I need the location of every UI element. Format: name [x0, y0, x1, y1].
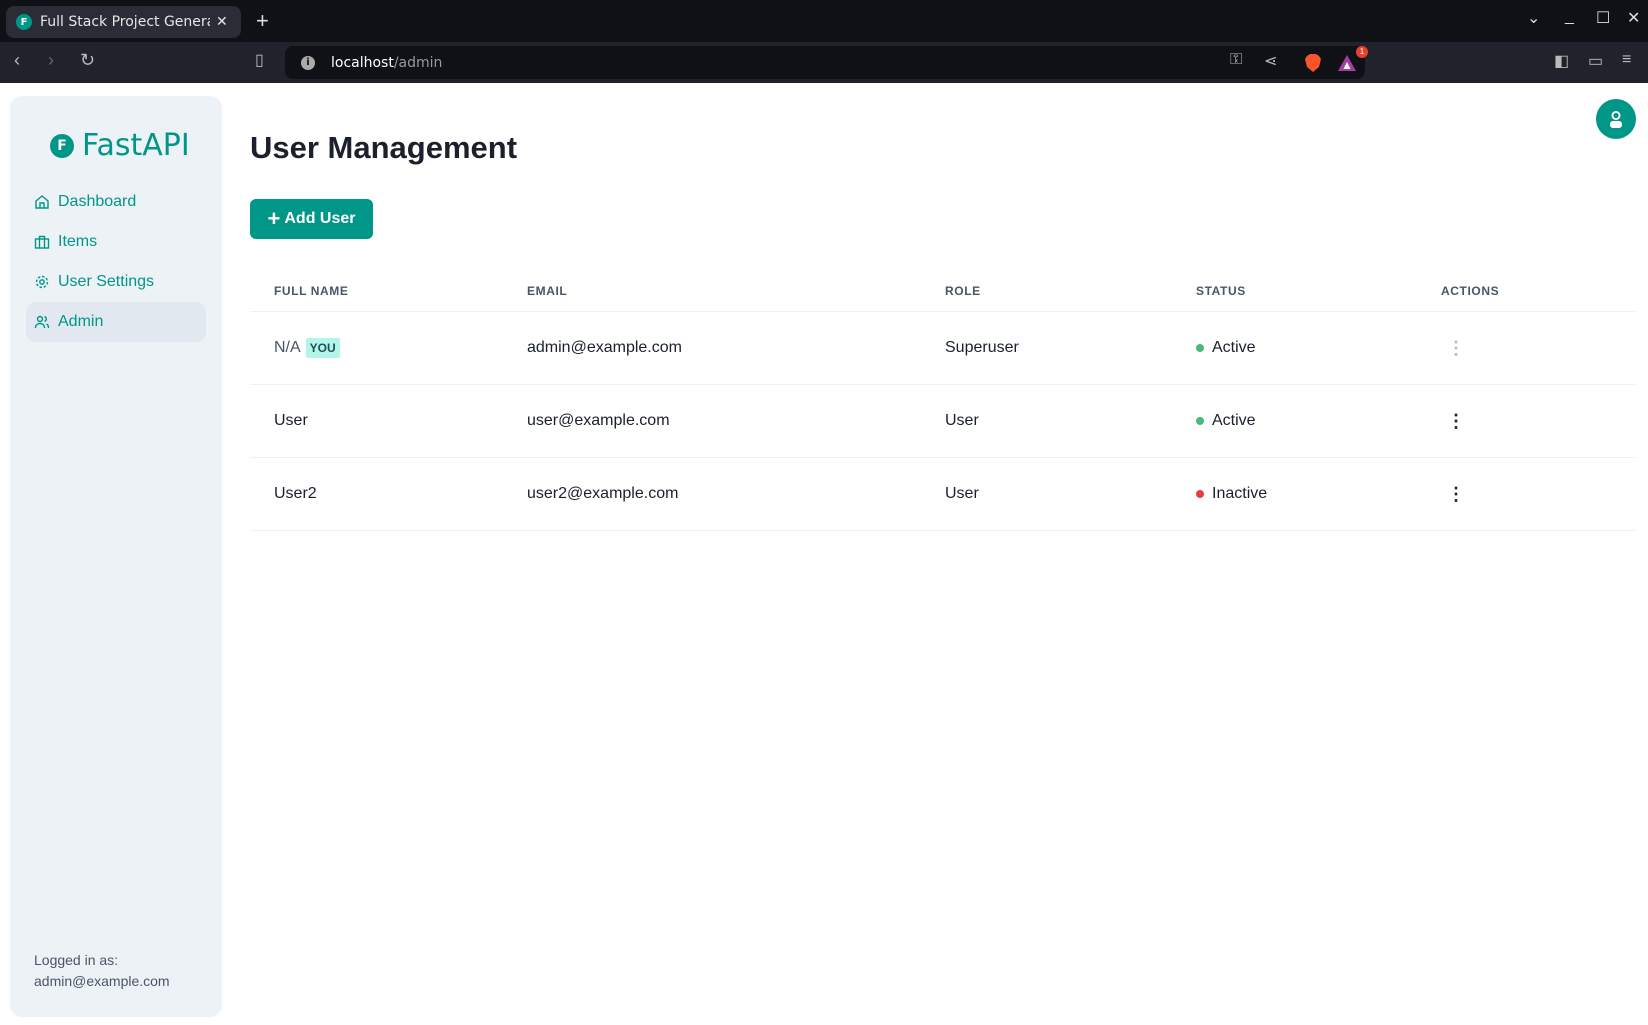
table-row: N/A YOU admin@example.com Superuser Activ…: [250, 312, 1636, 385]
logo-text: FastAPI: [82, 128, 190, 163]
email-cell: user@example.com: [527, 412, 670, 429]
full-name-cell: User2: [274, 485, 317, 502]
full-name-cell: N/A YOU: [274, 312, 340, 384]
full-name: N/A: [274, 339, 301, 356]
fastapi-logo-icon: F: [50, 133, 74, 158]
brave-shield-icon[interactable]: [1305, 54, 1321, 72]
table-row: User user@example.com User Active ⋮: [250, 385, 1636, 458]
you-badge: YOU: [305, 338, 340, 358]
logged-in-label: Logged in as:: [34, 952, 119, 968]
sidebar-toggle-icon[interactable]: ◧: [1554, 53, 1570, 70]
actions-cell: ⋮: [1441, 458, 1471, 530]
share-icon[interactable]: ⋖: [1264, 53, 1278, 70]
browser-tab-bar: F Full Stack Project Generator ✕ + ⌄ _ ☐…: [0, 0, 1648, 42]
sidebar-item-label: Dashboard: [58, 193, 137, 210]
status-cell: Inactive: [1196, 458, 1267, 530]
status-dot: [1196, 344, 1204, 352]
add-user-label: Add User: [284, 210, 356, 227]
key-icon[interactable]: ⚿: [1230, 51, 1243, 68]
sidebar-item-user-settings[interactable]: User Settings: [26, 262, 206, 302]
status-cell: Active: [1196, 385, 1256, 457]
actions-cell: ⋮: [1441, 312, 1471, 384]
reload-icon[interactable]: ↻: [80, 50, 96, 70]
sidebar-item-items[interactable]: Items: [26, 222, 206, 262]
more-actions-icon[interactable]: ⋮: [1447, 483, 1465, 504]
status-dot: [1196, 417, 1204, 425]
url-path: /admin: [393, 54, 443, 71]
wallet-icon[interactable]: ▭: [1588, 53, 1604, 70]
column-header-email: EMAIL: [527, 283, 568, 298]
sidebar-item-label: User Settings: [58, 273, 155, 290]
tab-title: Full Stack Project Generator: [40, 14, 210, 30]
user-avatar-icon: [1610, 111, 1622, 128]
status-text: Active: [1212, 412, 1256, 429]
url-host: localhost: [331, 54, 394, 71]
more-actions-icon[interactable]: ⋮: [1447, 410, 1465, 431]
browser-toolbar: ‹ › ↻ ▯ i localhost/admin ⚿ ⋖ 1 ◧ ▭ ≡: [0, 42, 1648, 83]
role-cell: User: [945, 412, 979, 429]
table-row: User2 user2@example.com User Inactive ⋮: [250, 458, 1636, 531]
tab-list-chevron-icon[interactable]: ⌄: [1527, 10, 1541, 27]
back-icon[interactable]: ‹: [14, 50, 20, 70]
minimize-icon[interactable]: _: [1565, 8, 1574, 25]
column-header-status: STATUS: [1196, 283, 1246, 298]
bookmark-icon[interactable]: ▯: [255, 52, 264, 69]
email-cell: user2@example.com: [527, 485, 679, 502]
users-table: FULL NAME EMAIL ROLE STATUS ACTIONS N/A Y…: [250, 270, 1636, 531]
brave-rewards-icon[interactable]: [1338, 55, 1356, 71]
table-header: FULL NAME EMAIL ROLE STATUS ACTIONS: [250, 270, 1636, 312]
site-info-icon[interactable]: i: [301, 55, 315, 70]
home-icon: [35, 195, 49, 209]
sidebar-item-admin[interactable]: Admin: [26, 302, 206, 342]
sidebar-item-dashboard[interactable]: Dashboard: [26, 182, 206, 222]
menu-icon[interactable]: ≡: [1622, 51, 1632, 68]
users-icon: [34, 315, 50, 329]
column-header-role: ROLE: [945, 283, 981, 298]
gear-icon: [35, 275, 49, 289]
status-cell: Active: [1196, 312, 1256, 384]
plus-icon: +: [267, 206, 281, 231]
sidebar-item-label: Items: [58, 233, 98, 250]
more-actions-icon[interactable]: ⋮: [1447, 337, 1465, 358]
role-cell: Superuser: [945, 339, 1019, 356]
sidebar-item-label: Admin: [58, 313, 104, 330]
forward-icon[interactable]: ›: [48, 50, 54, 70]
fastapi-favicon-icon: F: [16, 14, 32, 30]
close-window-icon[interactable]: ✕: [1627, 10, 1641, 27]
status-text: Inactive: [1212, 485, 1268, 502]
close-tab-icon[interactable]: ✕: [216, 14, 228, 30]
status-text: Active: [1212, 339, 1256, 356]
address-bar[interactable]: i localhost/admin: [285, 46, 1365, 79]
fastapi-logo[interactable]: F FastAPI: [50, 128, 190, 163]
briefcase-icon: [34, 235, 50, 249]
logged-in-info: Logged in as: admin@example.com: [34, 950, 170, 992]
role-cell: User: [945, 485, 979, 502]
actions-cell: ⋮: [1441, 385, 1471, 457]
logged-in-email: admin@example.com: [34, 973, 170, 989]
sidebar: F FastAPI Dashboard Items User Settings …: [10, 96, 222, 1017]
browser-tab[interactable]: F Full Stack Project Generator ✕: [6, 6, 241, 38]
new-tab-icon[interactable]: +: [256, 8, 269, 33]
column-header-actions: ACTIONS: [1441, 283, 1500, 298]
user-menu-button[interactable]: [1596, 99, 1636, 139]
email-cell: admin@example.com: [527, 339, 682, 356]
status-dot: [1196, 490, 1204, 498]
notification-badge: 1: [1356, 46, 1368, 58]
full-name-cell: User: [274, 412, 308, 429]
page-title: User Management: [250, 130, 518, 165]
column-header-full-name: FULL NAME: [274, 283, 349, 298]
maximize-icon[interactable]: ☐: [1596, 10, 1611, 27]
add-user-button[interactable]: + Add User: [250, 199, 373, 239]
